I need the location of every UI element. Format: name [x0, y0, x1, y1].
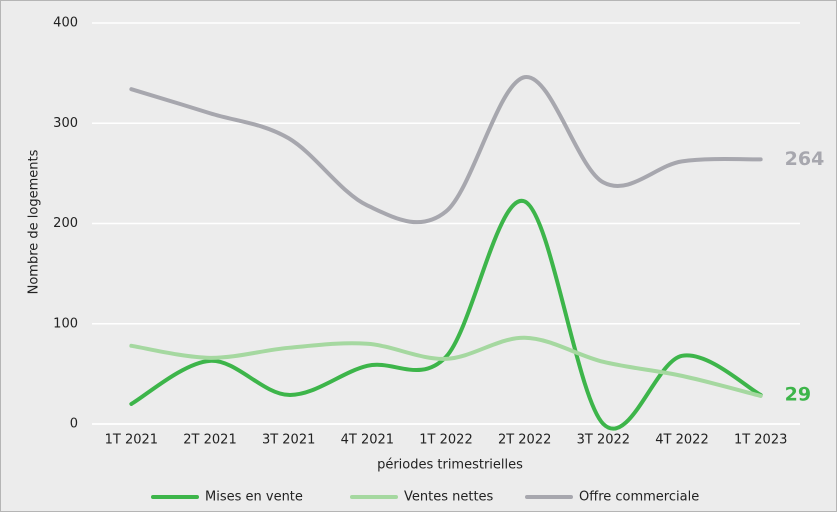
x-tick-label: 3T 2021: [262, 433, 315, 448]
y-axis-label: Nombre de logements: [27, 149, 42, 294]
x-tick-label: 1T 2021: [105, 433, 158, 448]
legend-label: Offre commerciale: [579, 490, 699, 505]
y-tick-label: 200: [53, 216, 78, 231]
y-tick-label: 400: [53, 16, 78, 31]
legend-label: Ventes nettes: [404, 490, 494, 505]
x-tick-label: 4T 2021: [341, 433, 394, 448]
x-tick-label: 3T 2022: [577, 433, 630, 448]
x-tick-label: 1T 2023: [734, 433, 787, 448]
x-tick-label: 2T 2021: [183, 433, 236, 448]
line-series: [129, 335, 763, 398]
x-axis-label: périodes trimestrielles: [377, 458, 523, 473]
y-tick-label: 300: [53, 116, 78, 131]
y-tick-label: 0: [70, 417, 78, 432]
x-tick-label: 1T 2022: [419, 433, 472, 448]
line-series: [129, 199, 763, 431]
legend-label: Mises en vente: [205, 490, 303, 505]
end-label: 29: [785, 383, 811, 405]
x-tick-label: 2T 2022: [498, 433, 551, 448]
y-tick-label: 100: [53, 316, 78, 331]
line-series: [129, 75, 763, 225]
end-label: 264: [785, 148, 825, 170]
x-tick-label: 4T 2022: [655, 433, 708, 448]
